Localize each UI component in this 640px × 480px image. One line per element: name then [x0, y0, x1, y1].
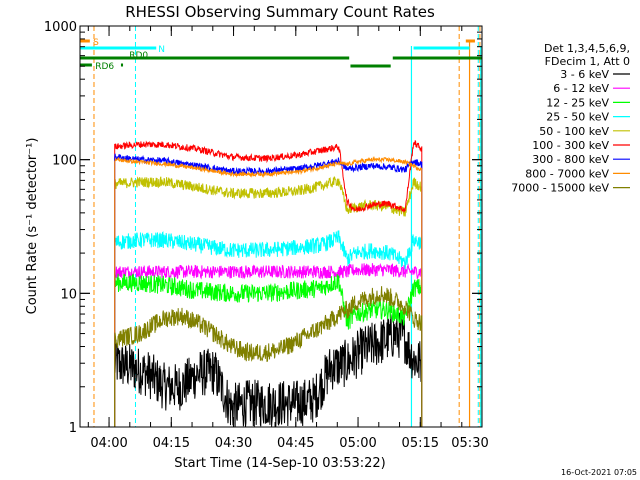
- series-line-3: [114, 230, 423, 427]
- legend-header-line: Det 1,3,4,5,6,9,: [544, 42, 630, 55]
- y-axis-label: Count Rate (s⁻¹ detector⁻¹): [25, 138, 40, 315]
- night-label: N: [158, 45, 165, 55]
- x-tick-label: 04:15: [153, 436, 190, 451]
- rd0-label: RD0: [129, 51, 148, 61]
- legend-entry-label: 50 - 100 keV: [539, 125, 609, 138]
- legend-entry-label: 300 - 800 keV: [532, 153, 609, 166]
- x-tick-label: 05:30: [451, 436, 488, 451]
- series-line-5: [114, 140, 423, 427]
- y-axis: 1 10 100 1000: [44, 20, 482, 436]
- series-layer: [114, 140, 423, 428]
- legend-entry-label: 12 - 25 keV: [546, 96, 609, 109]
- x-tick-label: 04:45: [277, 436, 314, 451]
- y-tick-label: 100: [52, 154, 77, 169]
- legend-header-line: FDecim 1, Att 0: [545, 55, 630, 68]
- series-line-8: [114, 286, 423, 427]
- x-axis-label: Start Time (14-Sep-10 03:53:22): [174, 456, 385, 471]
- legend-entry-label: 7000 - 15000 keV: [511, 182, 609, 195]
- legend-entry-label: 800 - 7000 keV: [525, 167, 609, 180]
- legend-entry-label: 6 - 12 keV: [553, 82, 609, 95]
- saa-label: S: [93, 38, 99, 48]
- legend-entry-label: 25 - 50 keV: [546, 111, 609, 124]
- legend: Det 1,3,4,5,6,9,FDecim 1, Att 03 - 6 keV…: [511, 42, 630, 195]
- x-tick-label: 04:00: [90, 436, 127, 451]
- series-line-1: [114, 263, 423, 427]
- footer-timestamp: 16-Oct-2021 07:05: [561, 468, 637, 477]
- series-line-6: [114, 153, 423, 427]
- y-tick-label: 1: [69, 421, 77, 436]
- y-tick-label: 1000: [44, 20, 77, 35]
- series-line-0: [114, 312, 423, 428]
- y-tick-label: 10: [60, 287, 77, 302]
- legend-entry-label: 100 - 300 keV: [532, 139, 609, 152]
- rd6-label: RD6: [95, 62, 114, 72]
- legend-entry-label: 3 - 6 keV: [560, 68, 609, 81]
- x-axis: 04:00 04:15 04:30 04:45 05:00 05:15 05:30: [87, 26, 489, 451]
- chart-title: RHESSI Observing Summary Count Rates: [125, 3, 435, 21]
- x-tick-label: 04:30: [215, 436, 252, 451]
- plot-frame: [79, 25, 483, 428]
- x-tick-label: 05:00: [339, 436, 376, 451]
- series-line-2: [114, 273, 423, 427]
- x-tick-label: 05:15: [402, 436, 439, 451]
- series-line-7: [114, 156, 423, 427]
